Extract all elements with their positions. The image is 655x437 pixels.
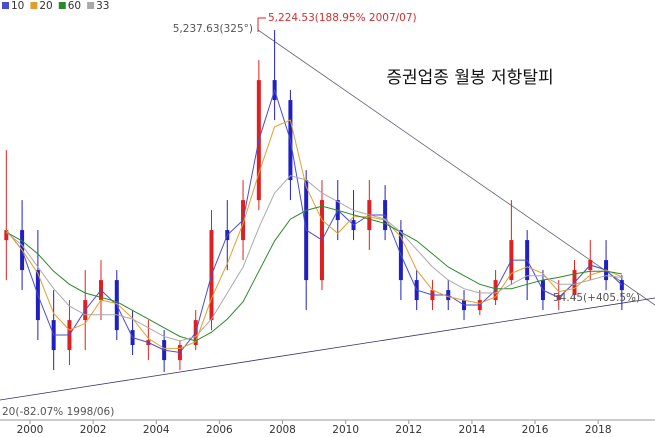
ma-line [5,88,623,354]
ma-line [6,205,622,342]
legend-label: 33 [96,0,109,12]
annotation: 5,237.63(325°) [173,23,253,35]
x-tick-label: 2012 [395,424,422,436]
resistance-line [257,29,655,306]
candle-body [4,230,9,241]
legend-label: 10 [11,0,24,12]
annotation: 54.45(+405.5%) [553,292,640,304]
candle-body [619,280,624,291]
legend-swatch [58,2,66,9]
ma-line [5,119,623,349]
x-tick-label: 2010 [332,424,359,436]
chart-title: 증권업종 월봉 저항탈피 [386,68,553,88]
legend-label: 20 [39,0,52,12]
annotation: 5,224.53(188.95% 2007/07) [268,12,417,24]
x-tick-label: 2006 [206,424,233,436]
legend-label: 60 [68,0,81,12]
support-line [0,297,655,401]
legend-swatch [2,2,9,9]
annotation: 20(-82.07% 1998/06) [2,406,114,418]
x-tick-label: 2008 [269,424,296,436]
x-tick-label: 2016 [522,424,549,436]
legend-swatch [87,2,95,9]
x-tick-label: 2014 [459,424,486,436]
x-tick-label: 2004 [143,424,170,436]
x-tick-label: 2000 [17,424,44,436]
x-tick-label: 2002 [80,424,107,436]
legend-swatch [30,2,38,9]
plot [4,30,624,373]
x-tick-label: 2018 [585,424,612,436]
ma-line [5,175,622,342]
